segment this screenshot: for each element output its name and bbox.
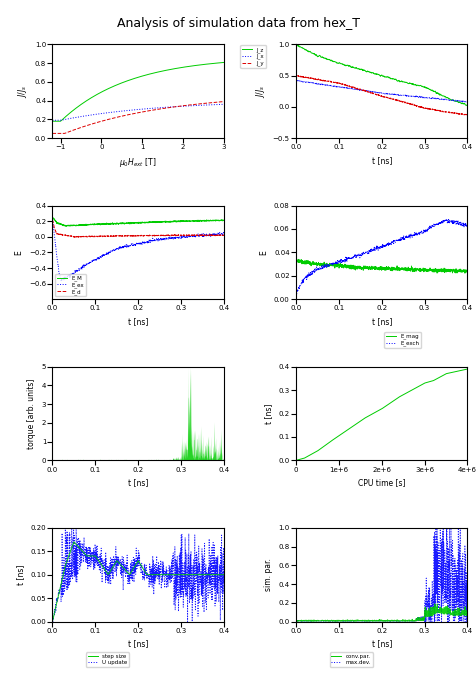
Legend: E_mag, E_exch: E_mag, E_exch <box>384 332 420 348</box>
X-axis label: CPU time [s]: CPU time [s] <box>357 478 405 487</box>
Y-axis label: $J/J_s$: $J/J_s$ <box>254 85 267 98</box>
X-axis label: t [ns]: t [ns] <box>371 639 391 648</box>
X-axis label: t [ns]: t [ns] <box>371 156 391 165</box>
Legend: E_M, E_ex, E_d: E_M, E_ex, E_d <box>55 274 86 296</box>
X-axis label: $\mu_0 H_{ext}$ [T]: $\mu_0 H_{ext}$ [T] <box>119 156 157 169</box>
X-axis label: t [ns]: t [ns] <box>128 317 148 326</box>
Legend: step size, U update: step size, U update <box>86 652 129 667</box>
Y-axis label: E: E <box>14 250 23 255</box>
X-axis label: t [ns]: t [ns] <box>128 478 148 487</box>
Y-axis label: torque [arb. units]: torque [arb. units] <box>27 378 36 449</box>
Y-axis label: t [ns]: t [ns] <box>16 564 25 585</box>
Y-axis label: $J/J_s$: $J/J_s$ <box>16 85 30 98</box>
Y-axis label: t [ns]: t [ns] <box>263 404 272 423</box>
X-axis label: t [ns]: t [ns] <box>128 639 148 648</box>
Legend: conv.par., max.dev.: conv.par., max.dev. <box>329 652 372 667</box>
X-axis label: t [ns]: t [ns] <box>371 317 391 326</box>
Text: Analysis of simulation data from hex_T: Analysis of simulation data from hex_T <box>117 17 359 30</box>
Y-axis label: E: E <box>259 250 268 255</box>
Y-axis label: sim. par.: sim. par. <box>263 558 272 591</box>
Legend: J_z, J_x, J_y: J_z, J_x, J_y <box>240 45 265 68</box>
